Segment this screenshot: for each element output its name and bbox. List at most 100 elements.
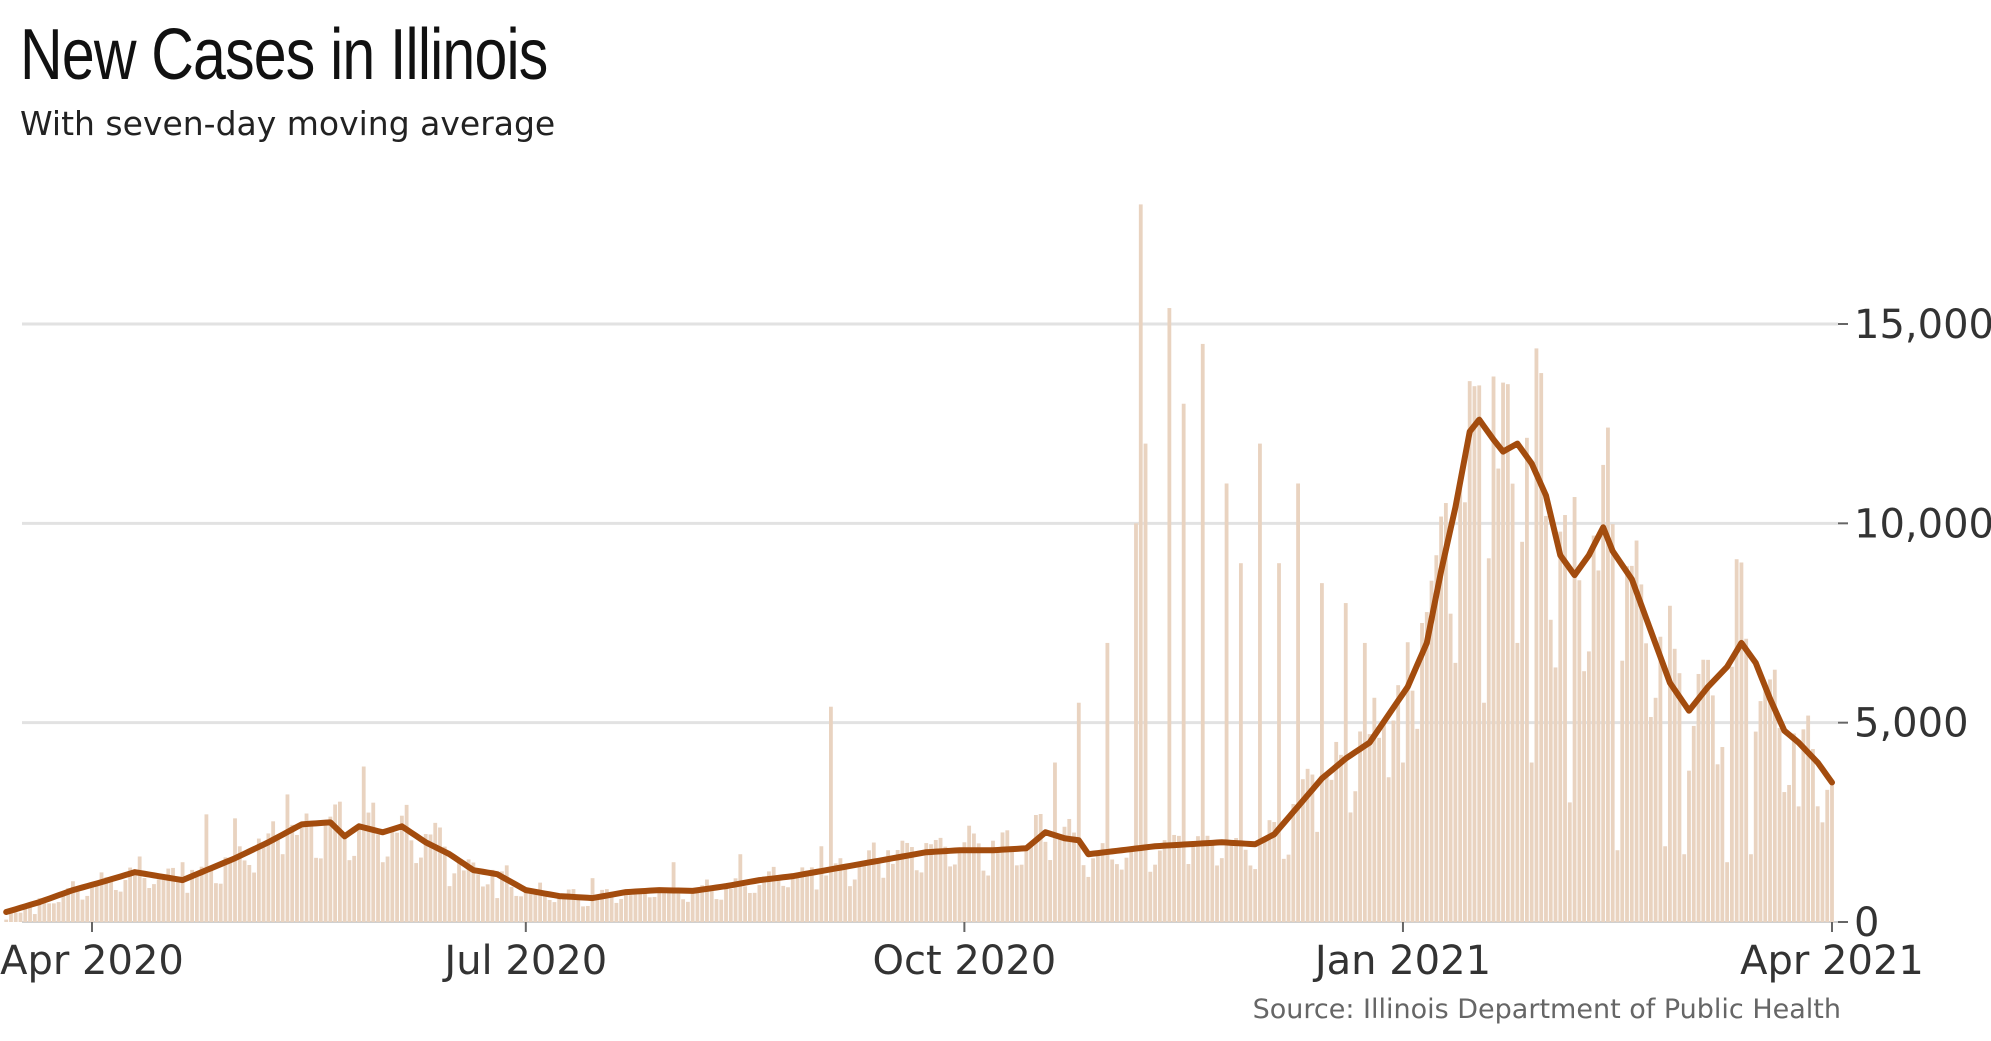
daily-case-bar <box>1691 725 1696 922</box>
daily-case-bar <box>871 842 876 922</box>
daily-case-bar <box>1143 443 1148 922</box>
x-tick-label: Jan 2021 <box>1312 938 1491 984</box>
daily-case-bar <box>318 858 323 922</box>
daily-case-bar <box>652 896 657 922</box>
daily-case-bar <box>180 862 185 922</box>
daily-case-bar <box>886 850 891 922</box>
daily-case-bar <box>1372 697 1377 922</box>
daily-case-bar <box>571 889 576 922</box>
daily-case-bar <box>1458 487 1463 922</box>
daily-case-bar <box>1362 642 1367 922</box>
daily-case-bar <box>1791 733 1796 922</box>
daily-case-bar <box>1463 502 1467 922</box>
daily-case-bar <box>1305 768 1310 922</box>
daily-case-bar <box>1586 651 1591 922</box>
daily-case-bar <box>1687 770 1691 922</box>
daily-case-bar <box>1648 717 1653 922</box>
daily-case-bar <box>1043 841 1048 922</box>
daily-case-bar <box>705 879 709 922</box>
daily-case-bar <box>929 844 933 922</box>
daily-case-bar <box>1396 685 1401 922</box>
daily-case-bar <box>1515 642 1520 922</box>
daily-case-bar <box>643 890 647 922</box>
daily-case-bar <box>1186 864 1191 922</box>
daily-case-bar <box>1710 695 1715 922</box>
daily-case-bar <box>1196 836 1200 922</box>
daily-case-bar <box>924 843 929 922</box>
daily-case-bar <box>1401 762 1405 922</box>
daily-case-bar <box>1234 838 1239 922</box>
daily-case-bar <box>542 893 547 922</box>
daily-case-bar <box>1010 850 1014 922</box>
daily-case-bar <box>805 870 809 922</box>
daily-case-bar <box>914 870 919 922</box>
daily-case-bar <box>1057 836 1062 922</box>
daily-case-bar <box>1472 386 1477 922</box>
moving-average-line-group <box>3 416 1835 916</box>
daily-case-bar <box>1386 777 1391 922</box>
daily-case-bar <box>1696 673 1701 922</box>
daily-case-bar <box>843 869 848 922</box>
daily-case-bar <box>1286 854 1291 922</box>
daily-case-bar <box>1434 555 1439 922</box>
daily-case-bar <box>1048 860 1053 922</box>
daily-case-bar <box>323 823 328 922</box>
daily-case-bar <box>1076 702 1081 922</box>
daily-case-bar <box>352 855 357 922</box>
daily-case-bar <box>1281 858 1286 922</box>
daily-case-bar <box>857 864 862 922</box>
daily-case-bar <box>357 825 361 922</box>
daily-case-bar <box>347 860 352 922</box>
daily-case-bar <box>28 905 32 922</box>
daily-case-bar <box>719 899 724 922</box>
daily-case-bar <box>819 846 824 922</box>
daily-case-bar <box>685 901 690 922</box>
daily-case-bar <box>862 864 867 922</box>
daily-case-bar <box>1658 636 1663 922</box>
daily-case-bar <box>638 889 643 922</box>
daily-case-bar <box>1391 720 1396 922</box>
daily-case-bar <box>848 886 852 922</box>
x-tick-label: Jul 2020 <box>441 938 607 984</box>
daily-case-bar <box>767 871 771 922</box>
daily-case-bar <box>1105 642 1110 922</box>
daily-case-bar <box>733 878 738 922</box>
daily-case-bar <box>948 866 952 922</box>
daily-case-bar <box>1763 686 1768 922</box>
daily-case-bar <box>852 879 857 922</box>
daily-case-bar <box>1277 563 1281 922</box>
daily-case-bar <box>80 899 85 922</box>
daily-case-bar <box>1248 865 1253 922</box>
daily-case-bar <box>1038 814 1043 922</box>
daily-case-bar <box>295 834 299 922</box>
daily-case-bar <box>1019 864 1024 922</box>
daily-case-bar <box>414 863 419 922</box>
daily-case-bar <box>1582 671 1587 922</box>
daily-case-bar <box>1706 659 1710 922</box>
daily-case-bar <box>228 861 233 922</box>
daily-case-bar <box>533 889 538 922</box>
daily-case-bar <box>1129 850 1134 922</box>
daily-case-bar <box>814 889 819 922</box>
daily-case-bar <box>1601 464 1606 922</box>
daily-case-bar <box>423 834 428 922</box>
daily-case-bar <box>1801 729 1806 922</box>
daily-case-bar <box>662 889 666 922</box>
x-tick-label: Apr 2021 <box>1740 938 1924 984</box>
daily-case-bar <box>523 892 528 922</box>
daily-case-bar <box>890 863 895 922</box>
daily-case-bar <box>1353 791 1358 922</box>
daily-case-bar <box>333 804 338 922</box>
daily-case-bar <box>1029 844 1034 922</box>
daily-case-bar <box>1577 580 1582 922</box>
daily-case-bar <box>1162 840 1167 922</box>
daily-case-bar <box>1138 204 1143 922</box>
daily-case-bar <box>1558 531 1563 922</box>
daily-case-bar <box>1329 779 1334 922</box>
daily-case-bar <box>409 840 414 922</box>
daily-case-bar <box>581 906 585 922</box>
daily-case-bar <box>1200 343 1205 922</box>
daily-case-bar <box>1496 468 1501 922</box>
daily-case-bar <box>776 879 781 922</box>
daily-case-bar <box>428 834 433 922</box>
